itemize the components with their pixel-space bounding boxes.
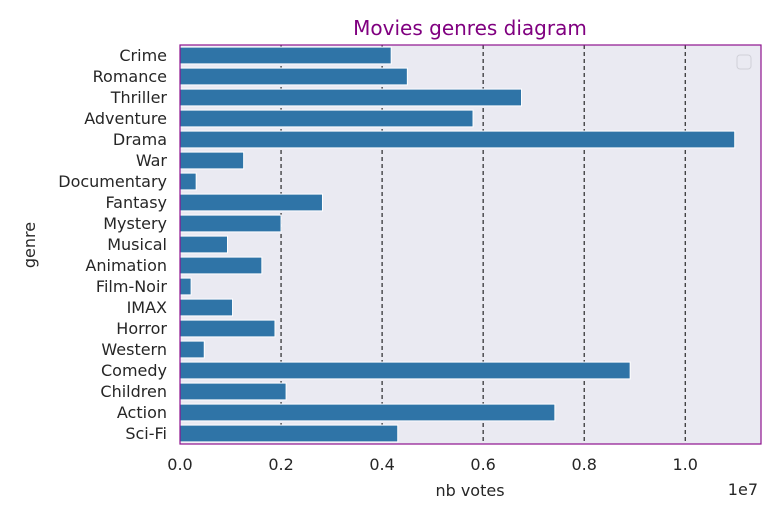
bar-animation (179, 256, 263, 275)
chart-title: Movies genres diagram (353, 16, 587, 40)
bar-horror (179, 319, 276, 338)
x-tick-label: 0.8 (571, 455, 596, 474)
bar-mystery (179, 214, 282, 233)
y-tick-labels: Crime Romance Thriller Adventure Drama War Doc… (58, 46, 167, 443)
y-tick-label: Drama (113, 130, 167, 149)
bar-imax (179, 298, 234, 317)
x-tick-labels: 0.0 0.2 0.4 0.6 0.8 1.0 (167, 455, 698, 474)
y-tick-label: Fantasy (105, 193, 167, 212)
bar-thriller (179, 88, 523, 107)
y-tick-label: Romance (93, 67, 167, 86)
y-tick-label: Children (100, 382, 167, 401)
x-tick-label: 0.0 (167, 455, 192, 474)
x-tick-label: 1.0 (672, 455, 697, 474)
y-tick-label: Comedy (101, 361, 167, 380)
x-scale-offset-label: 1e7 (728, 480, 758, 499)
legend-box (736, 54, 752, 70)
y-tick-label: Adventure (84, 109, 167, 128)
bar-film-noir (179, 277, 192, 296)
y-tick-label: Documentary (58, 172, 167, 191)
bars (179, 46, 736, 443)
x-tick-label: 0.6 (470, 455, 495, 474)
plot-frame (179, 44, 762, 445)
y-tick-label: Western (101, 340, 167, 359)
y-tick-label: War (136, 151, 168, 170)
y-tick-label: Animation (85, 256, 167, 275)
y-tick-label: Mystery (103, 214, 167, 233)
bar-comedy (179, 361, 631, 380)
y-tick-label: Crime (119, 46, 167, 65)
bar-war (179, 151, 245, 170)
y-tick-label: Action (117, 403, 167, 422)
y-tick-label: Horror (116, 319, 167, 338)
bar-romance (179, 67, 408, 86)
y-tick-label: Musical (107, 235, 167, 254)
y-tick-label: Sci-Fi (125, 424, 167, 443)
bar-sci-fi (179, 424, 399, 443)
bar-adventure (179, 109, 474, 128)
bar-children (179, 382, 287, 401)
y-tick-label: Film-Noir (96, 277, 167, 296)
bar-documentary (179, 172, 197, 191)
bar-musical (179, 235, 228, 254)
x-tick-label: 0.2 (268, 455, 293, 474)
bar-fantasy (179, 193, 323, 212)
y-axis-title: genre (20, 222, 39, 268)
x-axis-title: nb votes (435, 481, 504, 500)
bar-crime (179, 46, 392, 65)
y-tick-label: Thriller (110, 88, 168, 107)
y-tick-label: IMAX (127, 298, 167, 317)
bar-western (179, 340, 205, 359)
bar-action (179, 403, 556, 422)
x-tick-label: 0.4 (369, 455, 394, 474)
bar-drama (179, 130, 736, 149)
